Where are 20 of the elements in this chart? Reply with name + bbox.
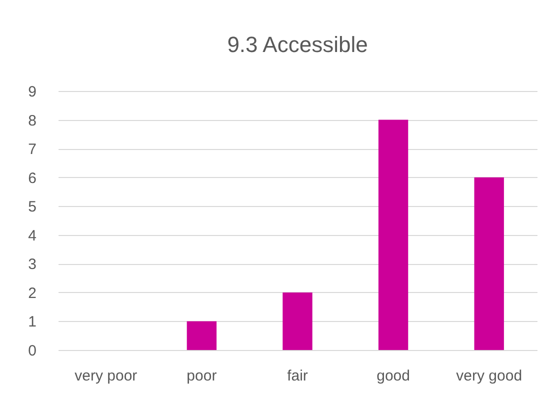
x-tick-label: good <box>376 368 410 384</box>
chart-title: 9.3 Accessible <box>227 32 368 57</box>
y-tick-label: 1 <box>28 314 36 331</box>
y-tick-label: 7 <box>28 141 36 158</box>
y-tick-label: 4 <box>28 227 36 244</box>
y-tick-label: 5 <box>28 198 36 216</box>
x-tick-label: very poor <box>74 368 138 384</box>
x-tick-label: fair <box>287 368 308 384</box>
y-tick-label: 6 <box>28 170 36 187</box>
bar <box>378 120 408 350</box>
y-tick-label: 9 <box>28 84 36 100</box>
y-tick-label: 3 <box>28 256 36 274</box>
x-tick-label: very good <box>456 368 522 384</box>
bar <box>282 292 312 350</box>
y-tick-label: 0 <box>28 342 36 360</box>
x-tick-label: poor <box>186 368 217 384</box>
bar <box>474 177 504 350</box>
y-tick-label: 8 <box>28 112 36 130</box>
y-tick-label: 2 <box>28 284 36 302</box>
bar <box>186 321 217 350</box>
